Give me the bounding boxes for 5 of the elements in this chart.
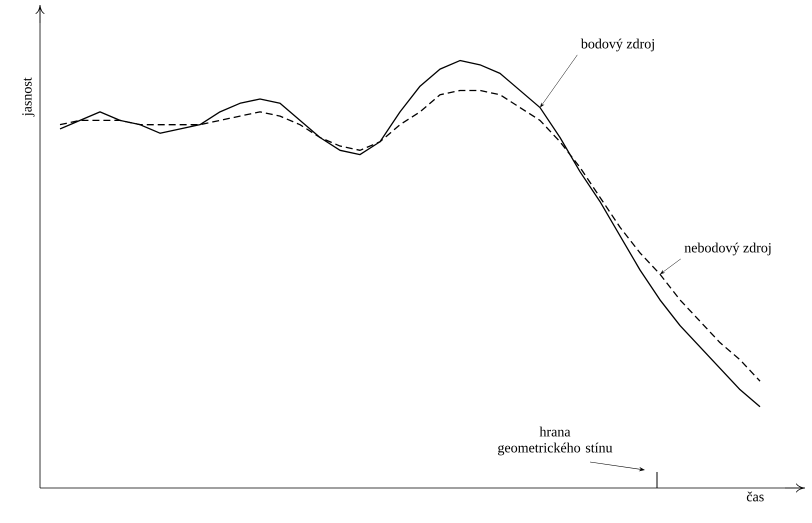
- x-axis-title: čas: [746, 492, 764, 502]
- y-axis-title: jasnost: [22, 77, 34, 117]
- text: bodový zdroj: [580, 38, 654, 52]
- series-label: nebodový zdroj: [684, 242, 771, 256]
- annotation: hrana geometrického stínu: [498, 426, 612, 456]
